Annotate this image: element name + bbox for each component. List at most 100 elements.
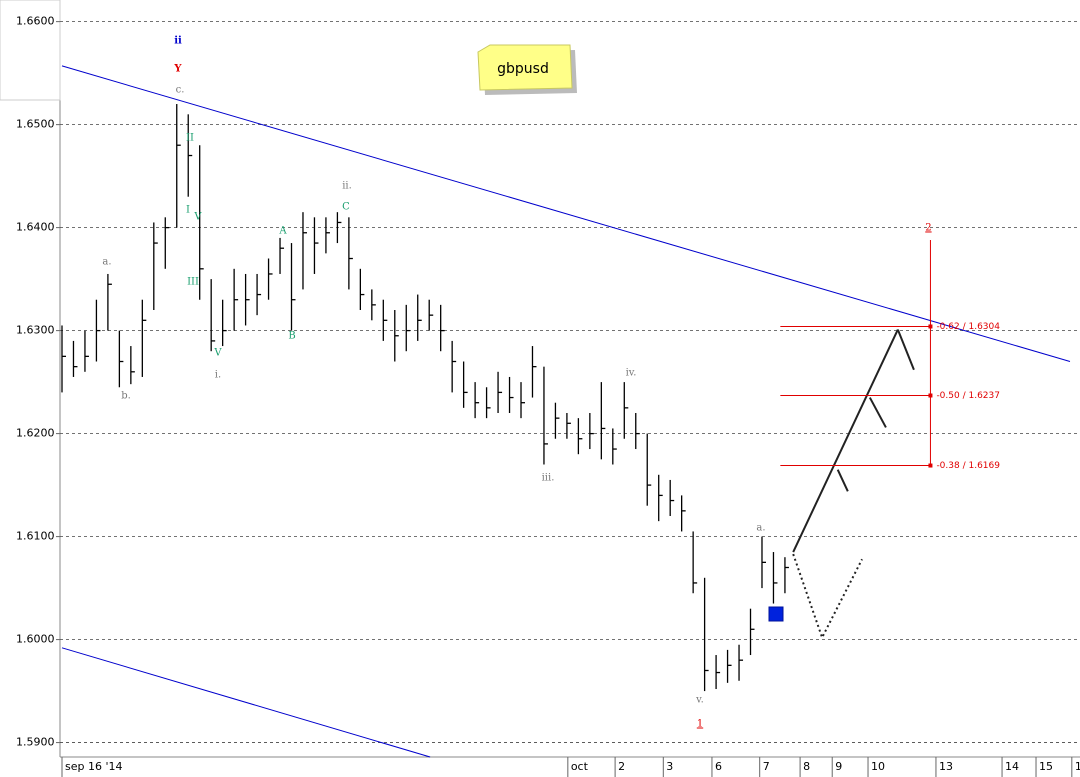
price-bar <box>681 495 686 532</box>
price-bar <box>692 531 698 594</box>
note-title: gbpusd <box>497 61 549 77</box>
price-bar <box>394 310 399 362</box>
x-tick-label: 3 <box>666 760 673 773</box>
y-tick-label: 1.6200 <box>16 427 55 440</box>
wave-label: V <box>213 348 222 359</box>
price-bar <box>279 237 285 274</box>
wave-label: a. <box>756 523 765 534</box>
price-bar <box>485 387 491 419</box>
wave-label: i. <box>215 370 221 381</box>
price-bar <box>715 655 721 690</box>
price-bar <box>199 145 204 300</box>
price-bar <box>417 294 422 341</box>
wave-label: iii. <box>542 473 555 484</box>
price-bar <box>497 371 503 414</box>
price-bar <box>451 340 457 393</box>
price-bar <box>726 649 732 683</box>
price-bar <box>738 644 744 681</box>
price-bar <box>474 382 480 419</box>
price-bar <box>130 346 135 385</box>
x-tick-label: 2 <box>618 760 625 773</box>
price-bar <box>302 212 307 290</box>
y-tick-label: 1.6100 <box>16 530 55 543</box>
fib-label: 2 <box>925 222 931 233</box>
y-tick-label: 1.6500 <box>16 118 55 131</box>
price-bar <box>313 217 319 274</box>
price-bar <box>107 273 112 331</box>
x-tick-label: 13 <box>939 760 953 773</box>
price-bar <box>325 217 330 254</box>
price-bar <box>589 413 594 450</box>
wave-label: b. <box>121 391 131 402</box>
position-marker <box>768 606 784 622</box>
price-bar <box>669 479 675 516</box>
price-bar <box>336 212 342 244</box>
fib-dot <box>928 324 933 329</box>
wave-label: A <box>278 226 287 237</box>
price-bar <box>531 346 537 398</box>
wave-label: C <box>342 202 350 213</box>
price-bar <box>256 273 262 316</box>
wave-label: Y <box>173 64 182 75</box>
trend-line <box>896 329 915 371</box>
x-tick-label: 14 <box>1005 760 1019 773</box>
price-bar <box>600 382 606 460</box>
x-tick-label: 9 <box>835 760 842 773</box>
wave-label: v. <box>695 695 704 706</box>
price-bar <box>428 299 434 331</box>
price-bar <box>267 258 273 300</box>
price-bar <box>405 304 411 352</box>
x-tick-label: 15 <box>1039 760 1053 773</box>
fib-level-label: -0.38 / 1.6169 <box>936 461 1000 471</box>
x-tick-label: 8 <box>803 760 810 773</box>
price-bar <box>784 557 789 594</box>
price-bar <box>176 104 181 228</box>
fib-dot <box>928 393 933 398</box>
wave-label: iv. <box>626 368 637 379</box>
trend-line <box>61 65 1071 362</box>
price-bar <box>646 433 652 506</box>
wave-label: ii. <box>342 181 352 192</box>
price-bar <box>749 608 755 656</box>
price-bar <box>187 114 193 197</box>
price-bar <box>462 361 468 408</box>
fib-level-label: -0.50 / 1.6237 <box>936 391 1000 401</box>
trend-line <box>61 647 431 758</box>
fib-level-label: -0.62 / 1.6304 <box>936 322 1000 332</box>
price-bar <box>153 222 158 311</box>
fib-dot <box>928 463 933 468</box>
y-tick-label: 1.6600 <box>16 15 55 28</box>
x-tick-label: 6 <box>715 760 722 773</box>
price-bar <box>623 382 629 439</box>
x-tick-label: 16 <box>1075 760 1080 773</box>
price-bar <box>95 299 101 362</box>
x-tick-label: sep 16 '14 <box>65 760 123 773</box>
price-bar <box>658 474 663 522</box>
price-bar <box>440 304 445 352</box>
wave-label: II <box>186 133 194 144</box>
price-bar <box>761 536 766 589</box>
wave-label: a. <box>102 257 111 268</box>
price-bar <box>520 382 526 419</box>
price-bar <box>84 330 89 372</box>
wave-label: III <box>187 277 199 288</box>
price-bar <box>359 268 365 311</box>
price-bar <box>72 340 78 377</box>
y-tick-label: 1.6400 <box>16 221 55 234</box>
trend-line <box>792 553 863 641</box>
wave-label: I <box>186 205 190 216</box>
price-bar <box>210 279 216 352</box>
price-bar <box>233 268 239 331</box>
price-bar <box>222 299 227 347</box>
price-bar <box>612 428 617 465</box>
wave-label: c. <box>176 85 185 96</box>
price-bar <box>348 217 353 290</box>
price-bar <box>635 413 640 450</box>
price-bar <box>772 552 778 604</box>
y-tick-label: 1.6300 <box>16 324 55 337</box>
trend-line <box>836 469 849 492</box>
price-bar <box>554 402 560 439</box>
price-bar <box>164 217 170 269</box>
price-bar <box>566 413 571 439</box>
